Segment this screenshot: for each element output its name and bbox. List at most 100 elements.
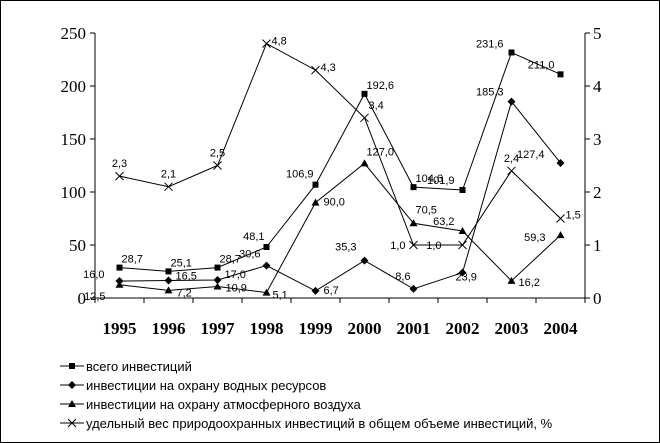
series-line-3 [119, 162, 561, 294]
legend-entry-3: инвестиции на охрану атмосферного воздух… [86, 397, 361, 412]
legend-marker [68, 400, 76, 407]
series-3-point [262, 288, 271, 296]
series-3-point [311, 198, 320, 206]
series-4-data-label: 1,0 [426, 240, 441, 252]
series-4-data-label: 1,0 [390, 240, 405, 252]
series-1-data-label: 28,7 [122, 254, 143, 266]
x-tick-label: 2000 [348, 319, 382, 338]
series-1-point [508, 49, 515, 56]
series-1-point [165, 268, 172, 275]
series-2-point [164, 276, 173, 285]
series-2-data-label: 16,0 [83, 269, 104, 281]
series-2-point [409, 284, 418, 293]
x-marker-stroke [115, 171, 124, 181]
series-4-point [115, 171, 124, 181]
series-line-2 [119, 100, 561, 292]
series-1-point [361, 90, 368, 97]
series-2-data-label: 35,3 [335, 242, 356, 254]
series-2-data-label: 23,9 [456, 272, 477, 284]
series-3-point [507, 276, 516, 284]
x-marker-stroke [507, 166, 516, 176]
series-1-data-label: 231,6 [476, 39, 504, 51]
legend-marker [68, 381, 76, 389]
series-4-data-label: 2,3 [112, 158, 127, 170]
x-tick-label: 1997 [201, 319, 236, 338]
series-3-data-label: 16,2 [519, 277, 540, 289]
y-right-tick-label: 5 [593, 24, 602, 43]
series-2-point [507, 97, 516, 106]
x-marker-stroke [311, 65, 320, 75]
series-4-point [213, 161, 222, 170]
series-1-point [410, 184, 417, 191]
y-left-tick-label: 100 [61, 183, 87, 202]
series-3-data-label: 70,5 [416, 204, 437, 216]
series-1-data-label: 192,6 [367, 80, 395, 92]
series-3-data-label: 90,0 [324, 197, 345, 209]
series-lines [119, 42, 561, 294]
series-2-data-label: 16,5 [176, 271, 197, 283]
series-4-data-label: 2,4 [504, 153, 519, 165]
series-4-data-label: 3,4 [369, 100, 384, 112]
series-1-point [116, 264, 123, 271]
y-left-tick-label: 50 [69, 236, 86, 255]
series-2-data-label: 6,7 [324, 285, 339, 297]
series-2-data-label: 30,6 [239, 249, 260, 261]
x-marker-stroke [262, 39, 271, 48]
series-1-data-label: 28,7 [220, 254, 241, 266]
x-tick-label: 1996 [152, 319, 186, 338]
series-4-point [311, 65, 320, 75]
series-3-point [213, 282, 222, 290]
legend-marker [69, 363, 75, 369]
series-4-data-label: 2,5 [210, 148, 225, 160]
x-tick-label: 2004 [544, 319, 579, 338]
series-3-point [556, 231, 565, 239]
series-2-point [262, 261, 271, 270]
legend-entry-2: инвестиции на охрану водных ресурсов [86, 378, 326, 393]
series-3-point [164, 286, 173, 294]
y-left-tick-label: 150 [61, 130, 87, 149]
series-2-point [213, 275, 222, 284]
series-4-data-label: 4,3 [321, 62, 336, 74]
x-tick-label: 1998 [250, 319, 284, 338]
series-3-point [458, 227, 467, 235]
x-tick-label: 2003 [495, 319, 529, 338]
axes: 0 50 100 150 200 250 0 1 2 3 4 5 1995 1996 1997 1998 199… [61, 24, 603, 338]
legend: всего инвестиций инвестиции на охрану вод… [60, 359, 553, 431]
series-4-point [262, 39, 271, 48]
series-1-data-label: 25,1 [171, 257, 192, 269]
x-marker-stroke [164, 182, 173, 192]
series-2-point [311, 286, 320, 295]
y-left-tick-label: 0 [78, 289, 87, 308]
x-tick-label: 1999 [299, 319, 333, 338]
x-marker-stroke [556, 214, 565, 223]
series-line-4 [119, 42, 561, 246]
y-right-tick-label: 2 [593, 183, 602, 202]
series-2-point [458, 268, 467, 277]
series-4-data-label: 2,1 [161, 169, 176, 181]
series-1-data-label: 104,6 [416, 173, 444, 185]
data-labels: 28,7 25,1 28,748,1106,9192,6104,6101,9231,… [83, 36, 581, 303]
series-2-point [360, 256, 369, 265]
series-1-point [214, 264, 221, 271]
series-4-point [458, 240, 467, 250]
series-3-point [115, 280, 124, 288]
series-4-point [556, 214, 565, 223]
series-4-point [409, 240, 418, 250]
series-4-point [507, 166, 516, 176]
series-1-point [312, 181, 319, 188]
series-2-data-label: 8,6 [395, 271, 410, 283]
series-2-point [556, 158, 565, 167]
x-tick-label: 1995 [103, 319, 137, 338]
x-marker-stroke [67, 418, 77, 428]
series-1-data-label: 211,0 [528, 59, 555, 71]
series-4-data-label: 4,8 [272, 36, 287, 48]
series-3-data-label: 7,2 [177, 287, 192, 299]
series-1-data-label: 101,9 [427, 175, 455, 187]
series-3-data-label: 12,5 [84, 291, 105, 303]
series-3-data-label: 59,3 [524, 232, 545, 244]
x-tick-label: 2001 [397, 319, 431, 338]
y-left-tick-label: 250 [61, 24, 87, 43]
series-4-data-label: 1,5 [566, 210, 581, 222]
series-3-data-label: 63,2 [433, 216, 454, 228]
